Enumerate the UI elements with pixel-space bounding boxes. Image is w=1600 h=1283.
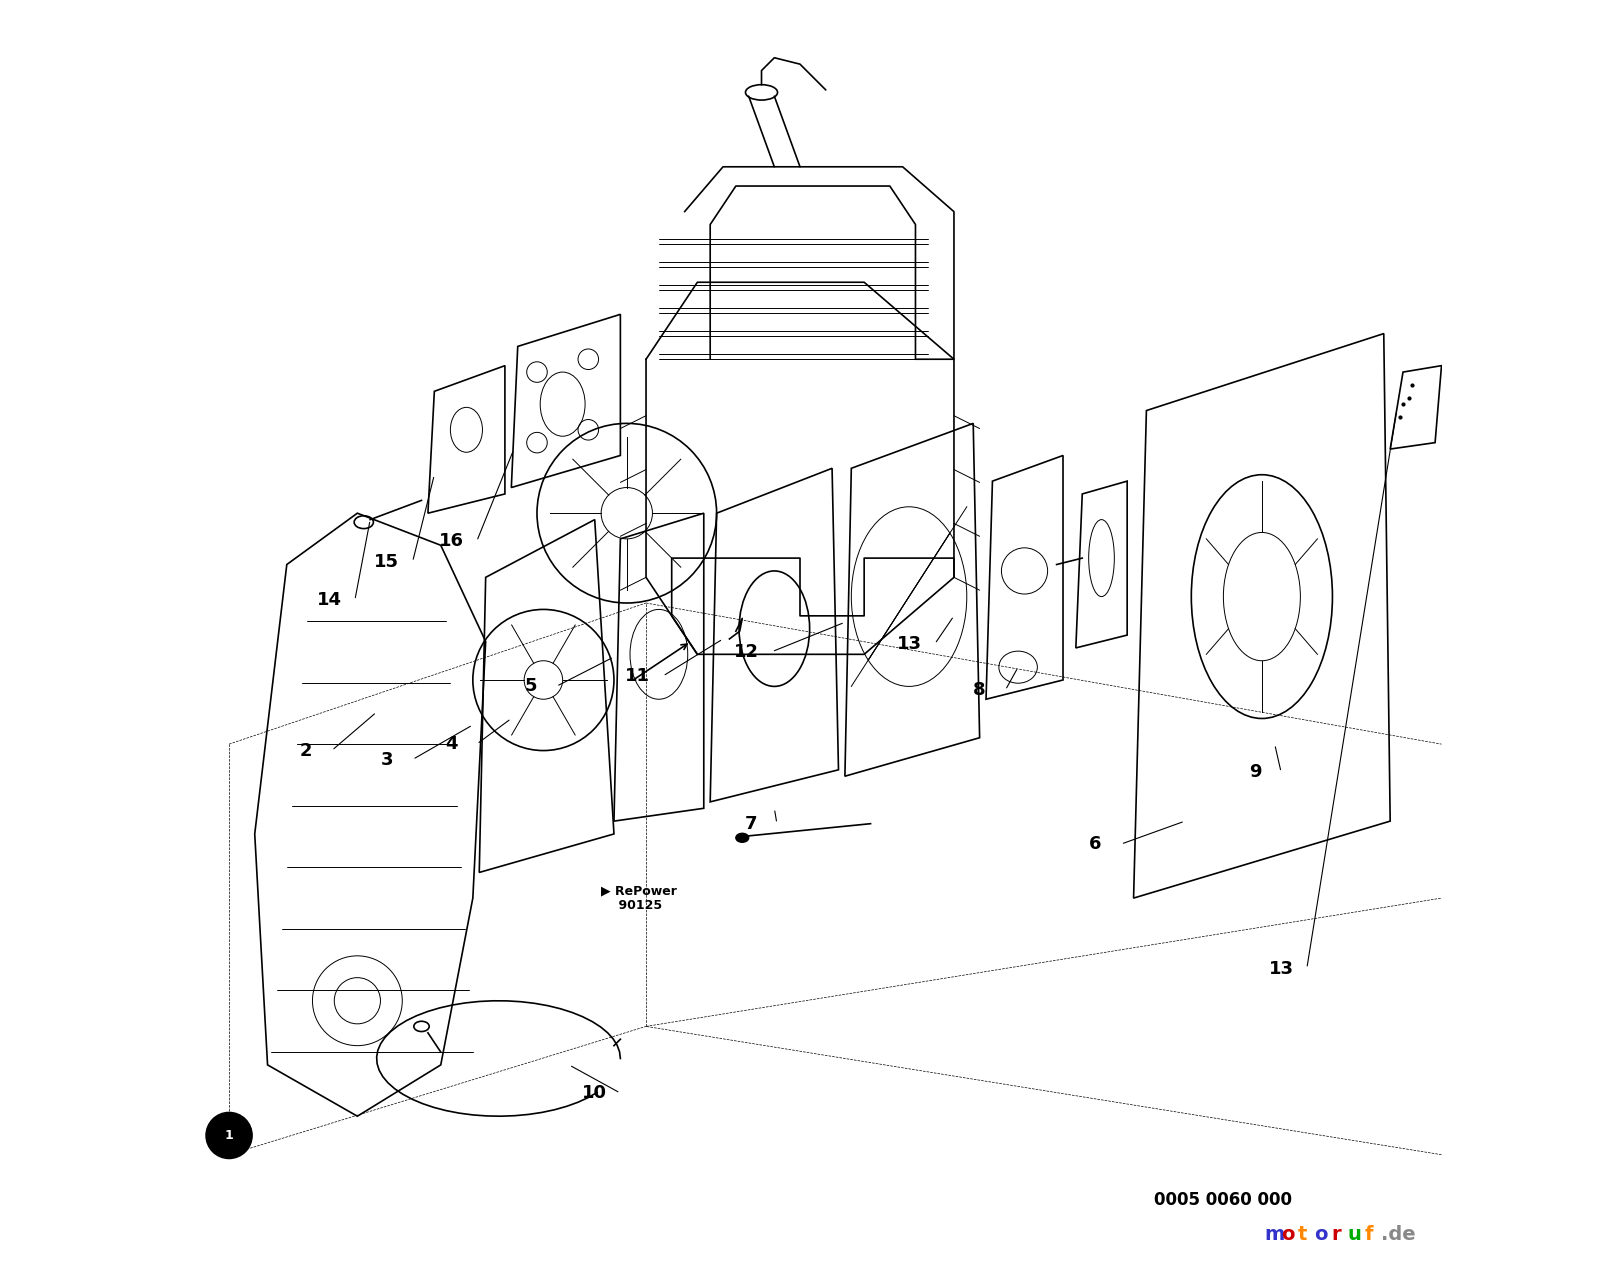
Text: o: o [1282, 1225, 1294, 1243]
Text: 14: 14 [317, 591, 342, 609]
Text: 10: 10 [582, 1084, 608, 1102]
Text: 5: 5 [525, 677, 538, 695]
Text: 15: 15 [374, 553, 400, 571]
Text: 11: 11 [624, 667, 650, 685]
Text: f: f [1365, 1225, 1373, 1243]
Text: 13: 13 [1269, 960, 1294, 978]
Text: m: m [1264, 1225, 1285, 1243]
Ellipse shape [736, 834, 749, 843]
Text: 9: 9 [1250, 763, 1262, 781]
Text: 3: 3 [381, 751, 394, 769]
Text: 13: 13 [896, 635, 922, 653]
Text: o: o [1315, 1225, 1328, 1243]
Text: 16: 16 [438, 532, 464, 550]
Text: 8: 8 [973, 681, 986, 699]
Text: 2: 2 [299, 742, 312, 760]
Text: r: r [1331, 1225, 1341, 1243]
Text: t: t [1298, 1225, 1307, 1243]
Text: ▶ RePower
    90125: ▶ RePower 90125 [602, 884, 677, 912]
Text: 0005 0060 000: 0005 0060 000 [1154, 1191, 1293, 1209]
Text: 4: 4 [445, 735, 458, 753]
Text: 1: 1 [224, 1129, 234, 1142]
Text: .de: .de [1381, 1225, 1416, 1243]
Text: 6: 6 [1090, 835, 1101, 853]
Text: 7: 7 [746, 815, 757, 833]
Text: 12: 12 [734, 643, 758, 661]
Text: u: u [1347, 1225, 1362, 1243]
Circle shape [206, 1112, 253, 1159]
